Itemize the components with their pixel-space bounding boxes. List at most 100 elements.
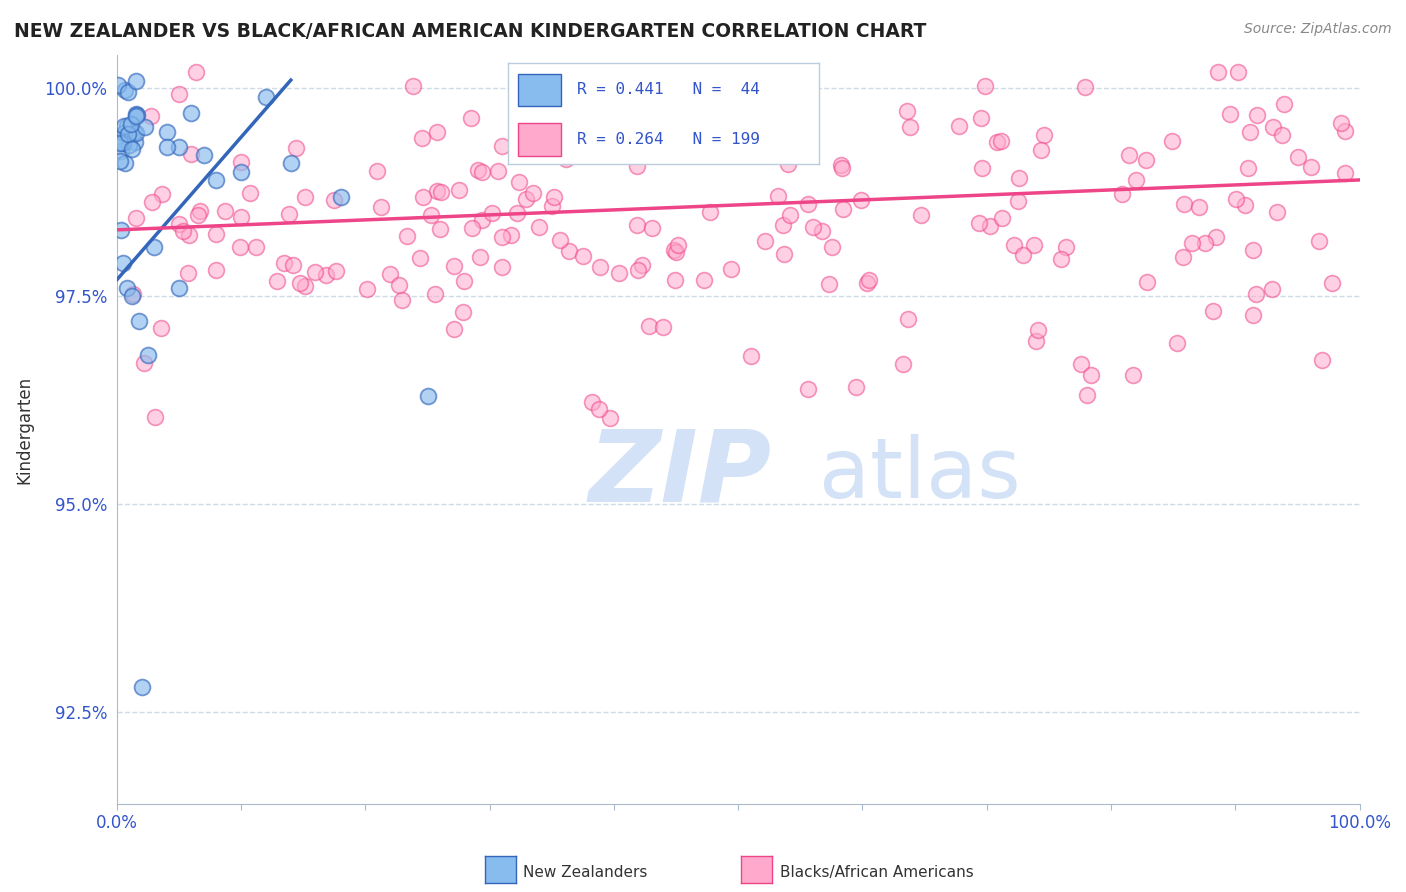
Point: [1227, 64, 1250, 78]
Point: [654, 100, 676, 114]
Point: [1239, 125, 1261, 139]
Point: [783, 84, 806, 98]
Point: [205, 263, 228, 277]
Point: [626, 159, 648, 173]
Point: [1070, 358, 1092, 372]
Point: [1160, 134, 1182, 148]
Point: [979, 219, 1001, 234]
Point: [686, 112, 709, 127]
Point: [541, 199, 564, 213]
Point: [193, 148, 215, 162]
Point: [108, 154, 131, 169]
Point: [772, 218, 794, 232]
Point: [662, 243, 685, 257]
Point: [139, 109, 162, 123]
Point: [117, 127, 139, 141]
Point: [897, 312, 920, 326]
Point: [112, 136, 135, 150]
Point: [429, 222, 451, 236]
Point: [426, 184, 449, 198]
Point: [1246, 108, 1268, 122]
Point: [125, 126, 148, 140]
Point: [891, 357, 914, 371]
Point: [641, 220, 664, 235]
Point: [176, 266, 198, 280]
Text: NEW ZEALANDER VS BLACK/AFRICAN AMERICAN KINDERGARTEN CORRELATION CHART: NEW ZEALANDER VS BLACK/AFRICAN AMERICAN …: [14, 22, 927, 41]
Point: [1322, 276, 1344, 290]
Point: [623, 115, 645, 129]
Point: [423, 286, 446, 301]
Point: [1219, 106, 1241, 120]
Point: [280, 156, 302, 170]
Point: [1308, 234, 1330, 248]
Point: [283, 258, 305, 272]
Point: [229, 154, 252, 169]
Point: [467, 163, 489, 178]
Point: [855, 276, 877, 290]
Point: [425, 125, 447, 139]
Point: [508, 175, 530, 189]
Point: [122, 125, 145, 139]
Point: [1004, 238, 1026, 252]
Point: [115, 120, 138, 134]
Point: [167, 139, 190, 153]
Point: [112, 126, 135, 140]
Point: [121, 142, 143, 156]
Point: [817, 277, 839, 292]
Point: [205, 227, 228, 242]
Point: [599, 411, 621, 425]
Point: [896, 104, 918, 119]
Point: [607, 266, 630, 280]
Point: [325, 263, 347, 277]
Point: [754, 234, 776, 248]
Point: [1234, 198, 1257, 212]
Point: [388, 277, 411, 292]
Point: [1024, 238, 1046, 252]
Point: [974, 78, 997, 93]
Point: [412, 190, 434, 204]
Point: [1225, 193, 1247, 207]
Point: [820, 240, 842, 254]
Point: [631, 258, 654, 272]
Point: [141, 195, 163, 210]
Point: [970, 161, 993, 175]
Point: [239, 186, 262, 200]
Point: [1111, 187, 1133, 202]
Point: [773, 247, 796, 261]
Point: [673, 87, 696, 102]
Text: New Zealanders: New Zealanders: [523, 865, 647, 880]
Point: [1334, 166, 1357, 180]
Point: [651, 320, 673, 334]
Point: [1054, 239, 1077, 253]
Point: [740, 349, 762, 363]
Point: [1122, 368, 1144, 382]
Point: [149, 320, 172, 334]
Point: [665, 245, 688, 260]
Point: [797, 196, 820, 211]
Point: [378, 267, 401, 281]
Point: [1007, 194, 1029, 208]
Point: [443, 322, 465, 336]
Point: [588, 260, 610, 274]
Point: [167, 217, 190, 231]
Point: [245, 240, 267, 254]
Point: [366, 164, 388, 178]
Point: [453, 305, 475, 319]
Point: [720, 262, 742, 277]
Point: [588, 401, 610, 416]
Point: [811, 224, 834, 238]
Point: [1206, 64, 1229, 78]
Point: [1033, 128, 1056, 142]
Point: [214, 204, 236, 219]
Point: [266, 275, 288, 289]
Point: [1073, 80, 1095, 95]
Point: [128, 314, 150, 328]
Point: [294, 189, 316, 203]
Point: [1173, 251, 1195, 265]
Point: [1031, 143, 1053, 157]
Point: [1205, 229, 1227, 244]
Point: [443, 259, 465, 273]
Point: [1202, 304, 1225, 318]
Point: [329, 189, 352, 203]
Point: [187, 208, 209, 222]
